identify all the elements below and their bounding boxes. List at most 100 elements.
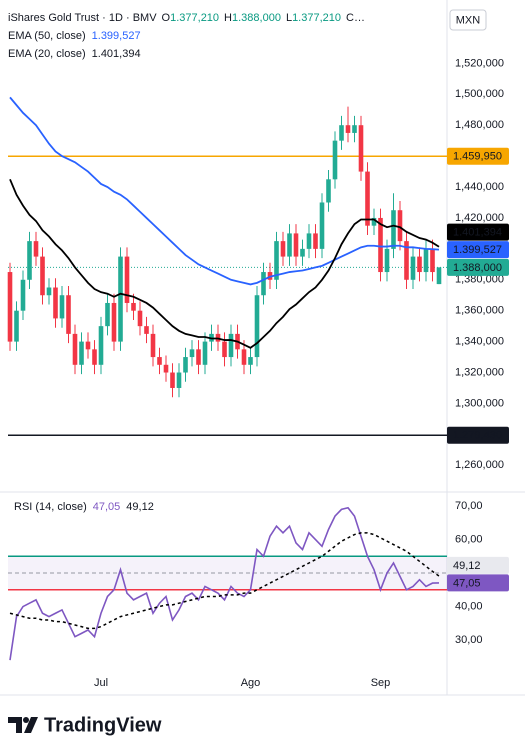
candle-body — [137, 310, 143, 327]
candle-body — [222, 341, 227, 358]
y-tick-label: 1,260,000 — [455, 459, 504, 471]
legend-name: EMA (50, close) — [8, 30, 86, 42]
candle-body — [189, 349, 195, 358]
candle-body — [170, 372, 175, 388]
y-tick-label: 1,300,000 — [455, 397, 504, 409]
candle-body — [46, 287, 52, 296]
price-label-box — [447, 223, 509, 241]
candle-body — [248, 357, 253, 365]
candle-body — [111, 302, 117, 342]
candle-body — [417, 256, 422, 273]
candle-body — [20, 279, 26, 311]
y-tick-label: 30,00 — [455, 634, 483, 646]
price-label-box — [447, 574, 509, 592]
legend-entry: EMA (50, close) 1.399,527 — [8, 30, 141, 42]
y-tick-label: 70,00 — [455, 500, 483, 512]
rsi-ma-line — [9, 532, 440, 630]
candle-body — [131, 302, 136, 311]
candle-body — [27, 241, 32, 280]
symbol: iShares Gold Trust · 1D · BMV — [8, 12, 157, 24]
candle-body — [79, 341, 84, 365]
ohlc-value: 1.377,210 — [292, 12, 341, 24]
candle-body — [287, 233, 292, 257]
candle-body — [228, 333, 234, 358]
ohlc-value: 1.377,210 — [170, 12, 219, 24]
candle-body — [196, 349, 201, 365]
ohlc-value: 1.388,000 — [232, 12, 281, 24]
price-label: 1.459,950 — [453, 151, 502, 163]
price-label: 49,12 — [453, 560, 481, 572]
candle-body — [306, 233, 312, 249]
candle-body — [261, 272, 266, 296]
candle-body — [163, 364, 169, 373]
y-tick-label: 1,340,000 — [455, 336, 504, 348]
candle-body — [144, 326, 149, 334]
price-label-box — [447, 147, 509, 165]
candle-body — [92, 349, 97, 365]
candle-body — [300, 248, 305, 257]
candle-body — [241, 349, 247, 365]
candle-body — [53, 287, 58, 319]
y-tick-label: 1,520,000 — [455, 57, 504, 69]
rsi-line — [9, 506, 440, 661]
brand: TradingView — [44, 714, 162, 736]
candle-body — [423, 248, 429, 273]
candle-body — [332, 140, 338, 180]
currency-box[interactable] — [449, 9, 487, 31]
candle-body — [397, 210, 403, 242]
candle-body — [40, 256, 45, 296]
legend-value: 1.401,394 — [92, 48, 141, 60]
logo-icon — [24, 717, 38, 733]
candle-body — [352, 125, 357, 133]
candle-body — [339, 125, 344, 141]
y-tick-label: 1,480,000 — [455, 119, 504, 131]
candle-body — [254, 295, 260, 358]
candle-body — [150, 333, 156, 358]
candle-body — [7, 272, 13, 342]
price-label: 1.388,000 — [453, 262, 502, 274]
y-tick-label: 40,00 — [455, 600, 483, 612]
ohlc-key: L — [286, 12, 292, 24]
price-label: 1.401,394 — [453, 227, 502, 239]
price-label-box — [447, 241, 509, 259]
header-line: iShares Gold Trust · 1D · BMV O1.377,210 H… — [8, 12, 365, 24]
candle-body — [14, 310, 19, 342]
candle-body — [365, 171, 370, 226]
candle-body — [118, 256, 123, 342]
x-tick-label: Sep — [371, 677, 391, 689]
price-label: 47,05 — [453, 577, 481, 589]
candle-body — [391, 210, 396, 249]
candle-body — [404, 241, 409, 280]
candle-body — [313, 233, 318, 249]
candle-body — [378, 217, 383, 273]
candle-body — [326, 179, 331, 203]
candle-body — [274, 241, 279, 280]
logo-icon — [8, 717, 22, 733]
price-label: 1.399,527 — [453, 244, 502, 256]
currency[interactable]: MXN — [456, 14, 481, 26]
candle-body — [183, 357, 188, 373]
y-tick-label: 60,00 — [455, 533, 483, 545]
legend-entry: RSI (14, close) 47,05 49,12 — [14, 501, 154, 513]
candle-body — [98, 326, 104, 365]
candle-body — [202, 341, 208, 365]
logo: TradingView — [8, 714, 162, 736]
candle-body — [436, 267, 442, 285]
y-tick-label: 1,380,000 — [455, 274, 504, 286]
candle-body — [124, 256, 130, 303]
candle-body — [384, 248, 390, 273]
candle-body — [176, 372, 182, 388]
price-label: 1.279,430 — [453, 430, 502, 442]
candle-body — [410, 256, 416, 280]
x-tick-label: Jul — [94, 677, 108, 689]
price-label-box — [447, 556, 509, 574]
logo-icon — [23, 717, 29, 723]
ohlc-key: H — [224, 12, 232, 24]
candle-body — [72, 333, 78, 365]
candle-body — [85, 341, 91, 350]
candle-body — [293, 233, 299, 257]
candle-body — [66, 295, 71, 334]
candle-body — [319, 202, 325, 249]
candle-body — [371, 217, 377, 226]
